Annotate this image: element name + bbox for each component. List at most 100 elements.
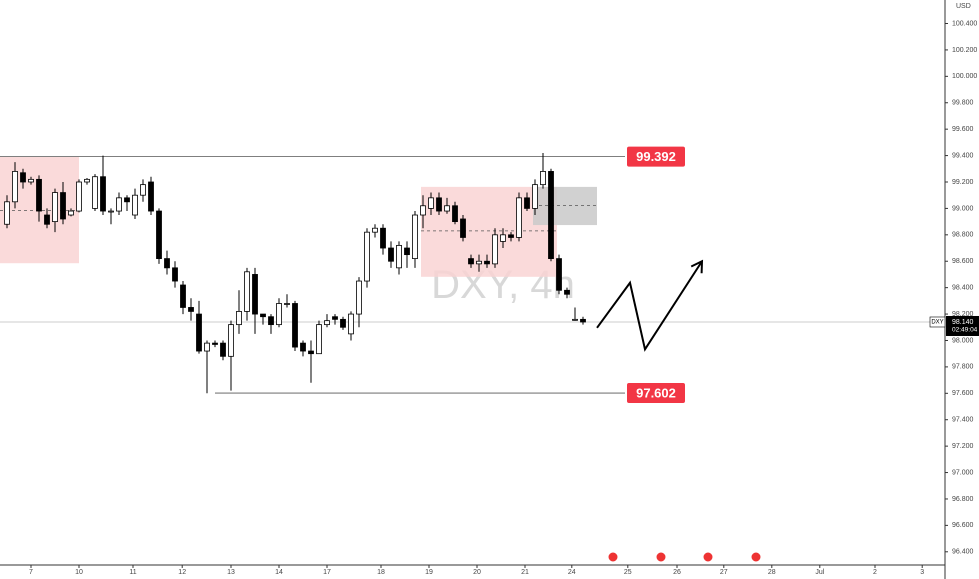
- x-tick-label: 17: [323, 569, 331, 576]
- candle-body: [12, 171, 18, 203]
- level-label-box: [627, 383, 685, 404]
- candle-body: [172, 267, 178, 282]
- flag-icon: [750, 551, 762, 563]
- candle-body: [332, 316, 338, 320]
- candle-body: [492, 234, 498, 265]
- candle-body: [260, 313, 266, 318]
- candle-body: [140, 184, 146, 196]
- candle-body: [20, 172, 26, 183]
- y-tick-label: 97.200: [952, 443, 974, 450]
- projection-arrowhead: [690, 259, 704, 274]
- candle-body: [364, 231, 370, 282]
- countdown-label: 02:49:04: [952, 327, 978, 334]
- candle-body: [452, 205, 458, 223]
- candle-body: [84, 178, 90, 183]
- last-price-box: [946, 315, 979, 336]
- candle-body: [116, 197, 122, 212]
- candle-body: [524, 197, 530, 209]
- candle-body: [356, 280, 362, 315]
- candle-body: [196, 313, 202, 352]
- candle-body: [564, 289, 570, 295]
- candle-body: [108, 210, 114, 213]
- y-tick-label: 97.000: [952, 469, 974, 476]
- candle-body: [500, 234, 506, 242]
- level-label: 99.392: [636, 149, 676, 164]
- x-tick-label: 2: [873, 569, 877, 576]
- candle-body: [244, 271, 250, 312]
- candle-body: [428, 197, 434, 209]
- y-tick-label: 96.600: [952, 522, 974, 529]
- candle-body: [36, 178, 42, 212]
- candle-body: [124, 197, 130, 203]
- y-tick-label: 99.000: [952, 205, 974, 212]
- candle-body: [484, 260, 490, 265]
- y-tick-label: 97.400: [952, 417, 974, 424]
- y-tick-label: 99.400: [952, 152, 974, 159]
- candle-body: [188, 307, 194, 312]
- x-tick-label: 21: [521, 569, 529, 576]
- candle-body: [148, 181, 154, 212]
- x-tick-label: 24: [568, 569, 576, 576]
- x-tick-label: 10: [75, 569, 83, 576]
- x-tick-label: 25: [624, 569, 632, 576]
- y-tick-label: 100.400: [952, 20, 977, 27]
- level-label: 97.602: [636, 385, 676, 400]
- symbol-label: DXY: [931, 320, 943, 326]
- candle-body: [404, 247, 410, 256]
- candle-body: [476, 260, 482, 265]
- candle-body: [52, 192, 58, 223]
- y-tick-label: 98.000: [952, 337, 974, 344]
- candle-body: [228, 324, 234, 357]
- candle-body: [28, 178, 34, 183]
- level-label-box: [627, 146, 685, 167]
- y-tick-label: 100.000: [952, 73, 977, 80]
- x-tick-label: 13: [227, 569, 235, 576]
- x-tick-label: 7: [29, 569, 33, 576]
- x-tick-label: 11: [129, 569, 136, 576]
- candle-body: [516, 197, 522, 238]
- y-tick-label: 96.400: [952, 549, 974, 556]
- y-tick-label: 99.600: [952, 126, 974, 133]
- x-tick-label: 19: [425, 569, 433, 576]
- flag-icon: [655, 551, 667, 563]
- candle-body: [548, 171, 554, 259]
- y-tick-label: 99.200: [952, 179, 974, 186]
- event-flags: [607, 551, 762, 563]
- x-tick-label: Jul: [815, 569, 824, 576]
- x-tick-label: 12: [178, 569, 186, 576]
- candle-body: [76, 181, 82, 212]
- candle-body: [556, 258, 562, 291]
- y-tick-label: 99.800: [952, 100, 974, 107]
- symbol-box: [929, 316, 946, 328]
- candle-body: [100, 176, 106, 212]
- candle-body: [292, 303, 298, 348]
- candle-body: [340, 318, 346, 328]
- candle-body: [572, 318, 578, 321]
- candle-body: [580, 318, 586, 323]
- y-tick-label: 96.800: [952, 496, 974, 503]
- candle-body: [348, 313, 354, 335]
- candle-body: [532, 184, 538, 209]
- candle-body: [44, 214, 50, 225]
- candle-body: [444, 205, 450, 212]
- candle-body: [132, 194, 138, 216]
- candle-body: [164, 258, 170, 269]
- candle-body: [388, 247, 394, 262]
- candle-body: [60, 192, 66, 220]
- candle-body: [300, 342, 306, 352]
- candle-body: [236, 311, 242, 326]
- candle-body: [156, 210, 162, 259]
- last-price-label: 98.140: [952, 319, 974, 326]
- x-tick-label: 28: [768, 569, 776, 576]
- candle-body: [412, 214, 418, 259]
- candle-body: [180, 284, 186, 308]
- candle-body: [380, 227, 386, 249]
- y-tick-label: 100.200: [952, 47, 977, 54]
- y-tick-label: 98.200: [952, 311, 974, 318]
- candle-body: [540, 171, 546, 186]
- candle-body: [204, 342, 210, 352]
- candle-body: [212, 342, 218, 345]
- candle-body: [4, 201, 10, 225]
